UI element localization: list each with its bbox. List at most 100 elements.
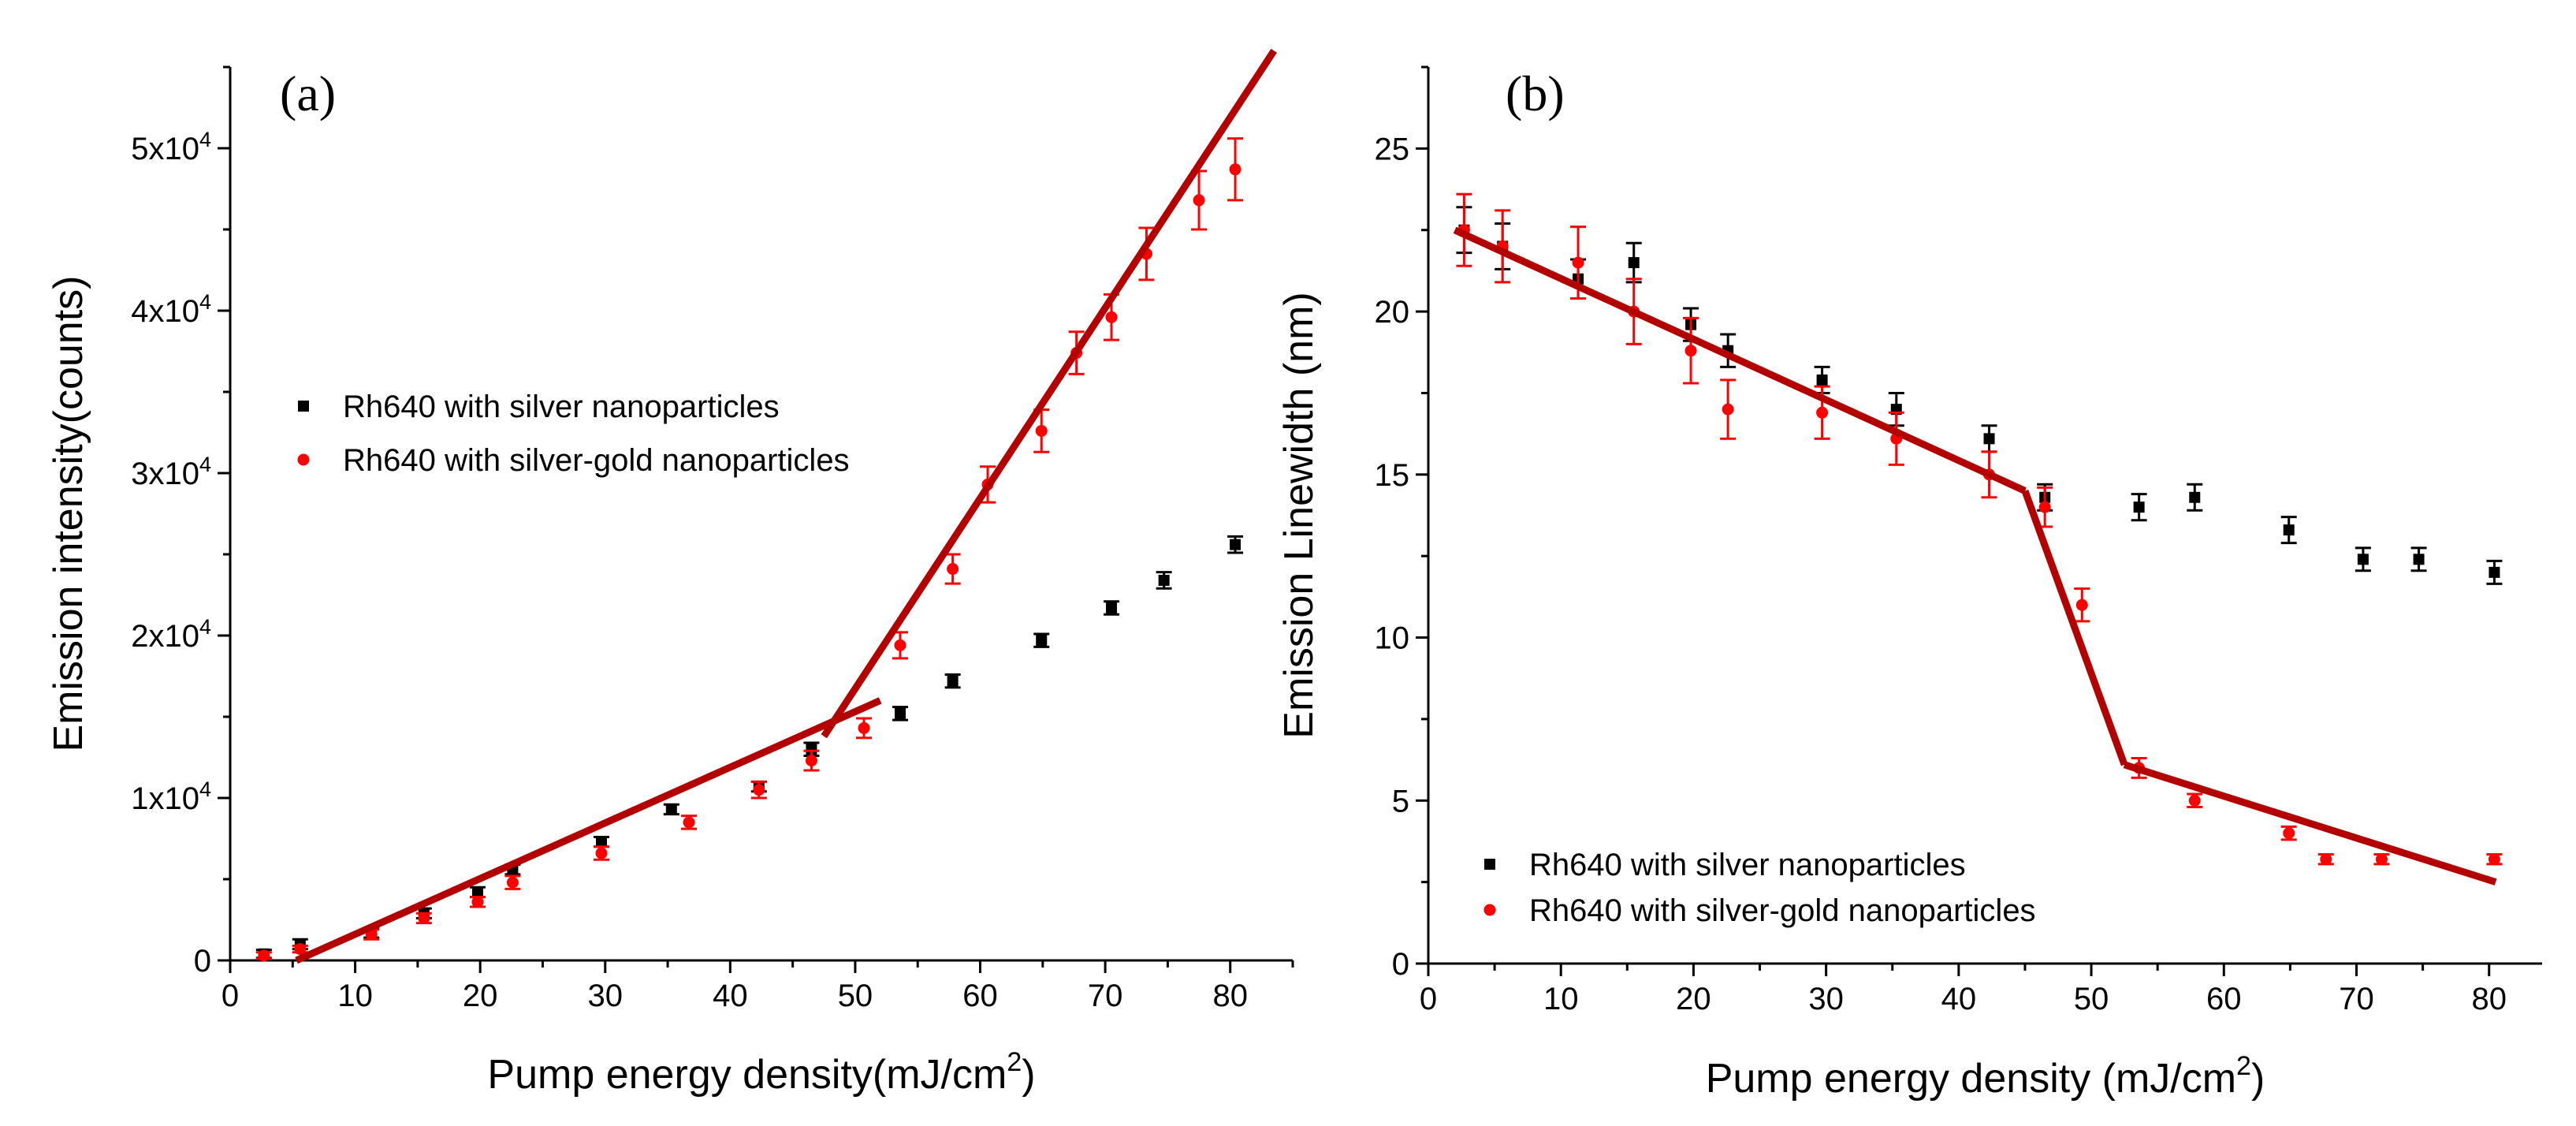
y-tick-label: 0: [1392, 947, 1409, 982]
data-point-silver-gold: [947, 563, 959, 576]
data-point-silver: [1106, 602, 1118, 613]
y-axis-title: Emission Linewidth (nm): [1276, 292, 1322, 738]
x-tick-label: 10: [337, 979, 373, 1013]
data-point-silver-gold: [471, 896, 484, 908]
x-axis-title: Pump energy density(mJ/cm2): [487, 1047, 1035, 1098]
data-point-silver-gold: [858, 721, 870, 734]
data-point-silver-gold: [1816, 406, 1829, 419]
data-point-silver-gold: [683, 816, 695, 829]
panel-label: (b): [1506, 65, 1565, 121]
data-point-silver: [1158, 574, 1170, 586]
data-point-silver: [895, 707, 906, 719]
data-point-silver-gold: [894, 639, 906, 651]
x-tick-label: 80: [1212, 979, 1248, 1013]
y-tick-label-base: 4x10: [131, 294, 199, 329]
data-point-silver: [1036, 635, 1048, 647]
y-tick-label-exponent: 4: [199, 777, 211, 801]
x-tick-label: 40: [1941, 982, 1977, 1016]
y-tick-label-base: 15: [1375, 458, 1410, 493]
data-point-silver: [2489, 566, 2500, 578]
fit-line: [2021, 489, 2128, 766]
data-point-silver: [1983, 433, 1995, 445]
x-tick-label: 50: [2074, 982, 2109, 1016]
y-tick-label: 10: [1375, 621, 1410, 656]
y-tick-label-exponent: 4: [199, 453, 211, 476]
x-tick-label: 0: [1420, 982, 1437, 1016]
data-point-silver-gold: [1229, 163, 1241, 176]
y-tick-label-exponent: 4: [199, 615, 211, 639]
data-point-silver-gold: [258, 949, 270, 962]
data-point-silver: [2413, 554, 2425, 565]
y-tick-label-base: 5: [1392, 784, 1409, 818]
y-tick-label: 20: [1375, 295, 1410, 330]
x-tick-label: 50: [838, 979, 873, 1013]
legend-label: Rh640 with silver nanoparticles: [343, 390, 780, 424]
data-point-silver: [2189, 491, 2201, 503]
y-tick-label: 15: [1375, 458, 1410, 493]
data-point-silver: [596, 836, 608, 848]
x-tick-label: 60: [2206, 982, 2242, 1016]
data-point-silver-gold: [1193, 194, 1205, 207]
data-point-silver: [665, 803, 677, 815]
x-tick-label: 0: [221, 979, 239, 1013]
y-tick-label-base: 25: [1375, 132, 1410, 166]
y-tick-label: 0: [194, 944, 211, 979]
data-point-silver-gold: [753, 784, 765, 796]
data-point-silver-gold: [595, 847, 608, 859]
chart-panel-b: 0 10 20 30 40 50 60 70 80 0 5 10 15 20 25 Pump energy d…: [1276, 65, 2542, 1102]
data-point-silver-gold: [2075, 598, 2088, 611]
fit-line: [295, 697, 882, 964]
data-point-silver-gold: [2375, 853, 2388, 866]
data-point-silver-gold: [1035, 424, 1048, 437]
y-tick-label-base: 5x10: [131, 132, 199, 166]
data-point-silver-gold: [1572, 256, 1584, 269]
data-point-silver-gold: [506, 876, 519, 889]
fit-line: [2123, 761, 2497, 886]
data-point-silver: [2357, 554, 2369, 565]
legend-marker-circle: [297, 453, 310, 466]
data-point-silver-gold: [805, 755, 817, 767]
y-tick-label: 5x104: [131, 128, 211, 166]
x-axis-title-end: ): [2251, 1056, 2265, 1102]
data-point-silver-gold: [1722, 403, 1734, 416]
data-point-silver-gold: [1105, 311, 1118, 323]
data-point-silver-gold: [2320, 853, 2332, 866]
y-tick-label: 25: [1375, 132, 1410, 166]
data-point-silver: [1628, 257, 1640, 269]
x-axis-title-text: Pump energy density(mJ/cm: [487, 1052, 1007, 1098]
x-tick-label: 30: [588, 979, 624, 1013]
data-point-silver: [1816, 374, 1828, 386]
x-tick-label: 20: [463, 979, 498, 1013]
x-axis-title-text: Pump energy density (mJ/cm: [1706, 1056, 2236, 1102]
data-point-silver-gold: [2488, 853, 2500, 866]
legend-marker-circle: [1483, 904, 1496, 916]
data-point-silver: [2133, 501, 2145, 513]
y-tick-label: 2x104: [131, 615, 211, 654]
x-tick-label: 30: [1808, 982, 1844, 1016]
legend-label: Rh640 with silver-gold nanoparticles: [1529, 893, 2036, 928]
panel-label: (a): [280, 65, 336, 121]
legend-marker-square: [298, 401, 309, 412]
y-tick-label: 5: [1392, 784, 1409, 818]
data-point-silver-gold: [2038, 501, 2051, 513]
data-point-silver-gold: [2188, 794, 2201, 807]
y-tick-label-exponent: 4: [199, 290, 211, 314]
y-tick-label: 4x104: [131, 290, 211, 329]
x-tick-label: 70: [1088, 979, 1123, 1013]
y-tick-label-base: 1x10: [131, 781, 199, 816]
y-tick-label-base: 0: [194, 944, 211, 979]
x-axis-title-superscript: 2: [1007, 1047, 1022, 1077]
y-tick-label-exponent: 4: [199, 128, 211, 151]
data-point-silver: [1230, 539, 1241, 550]
legend-marker-square: [1484, 859, 1495, 870]
x-axis-title-superscript: 2: [2236, 1051, 2251, 1081]
x-tick-label: 10: [1543, 982, 1579, 1016]
y-tick-label-base: 2x10: [131, 619, 199, 654]
x-tick-label: 20: [1676, 982, 1711, 1016]
y-tick-label-base: 0: [1392, 947, 1409, 982]
data-point-silver: [947, 675, 959, 687]
x-axis-title: Pump energy density (mJ/cm2): [1706, 1051, 2265, 1102]
y-tick-label: 1x104: [131, 777, 211, 816]
data-point-silver: [2283, 524, 2295, 536]
